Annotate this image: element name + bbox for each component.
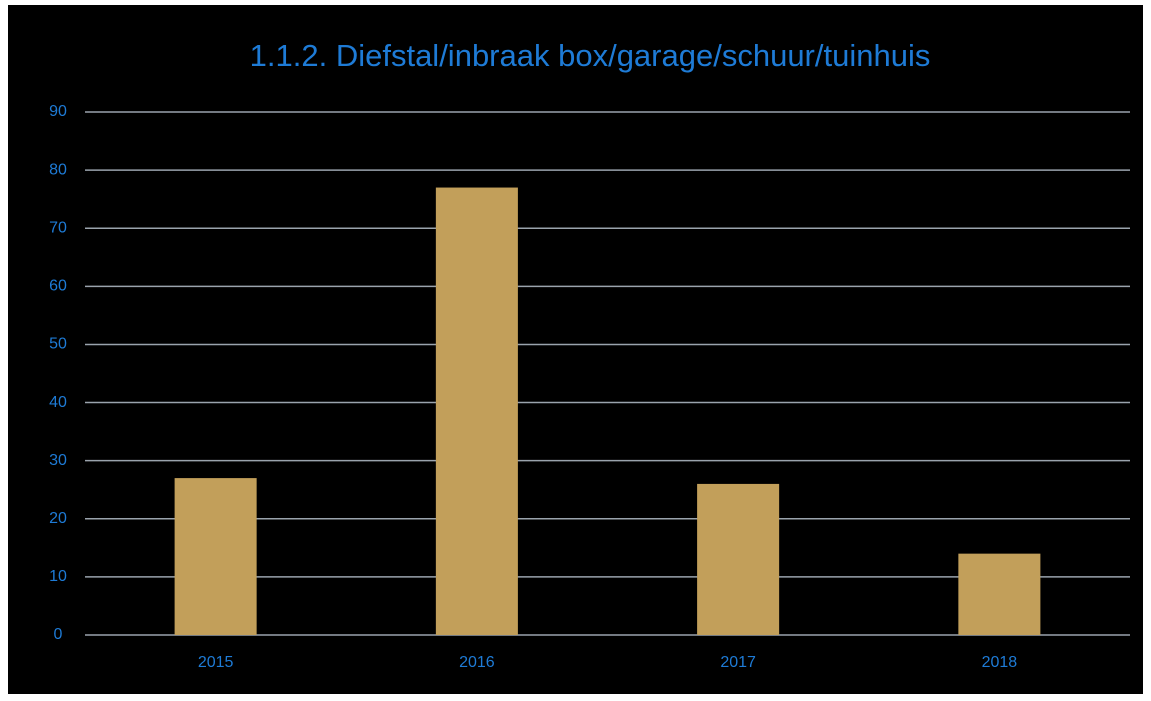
y-tick-label: 10 (49, 568, 67, 585)
x-tick-label: 2015 (198, 654, 234, 671)
x-tick-label: 2017 (720, 654, 756, 671)
y-tick-label: 30 (49, 452, 67, 469)
y-tick-label: 50 (49, 336, 67, 353)
x-tick-label: 2018 (982, 654, 1018, 671)
y-tick-label: 40 (49, 394, 67, 411)
bar (958, 553, 1041, 635)
y-tick-label: 70 (49, 219, 67, 236)
bar (435, 187, 518, 636)
y-tick-label: 90 (49, 103, 67, 120)
y-tick-label: 80 (49, 161, 67, 178)
y-tick-label: 0 (54, 626, 63, 643)
chart-title: 1.1.2. Diefstal/inbraak box/garage/schuu… (250, 38, 931, 73)
x-tick-label: 2016 (459, 654, 495, 671)
y-tick-label: 60 (49, 278, 67, 295)
bar (174, 478, 257, 635)
bar (697, 483, 780, 635)
y-tick-label: 20 (49, 510, 67, 527)
